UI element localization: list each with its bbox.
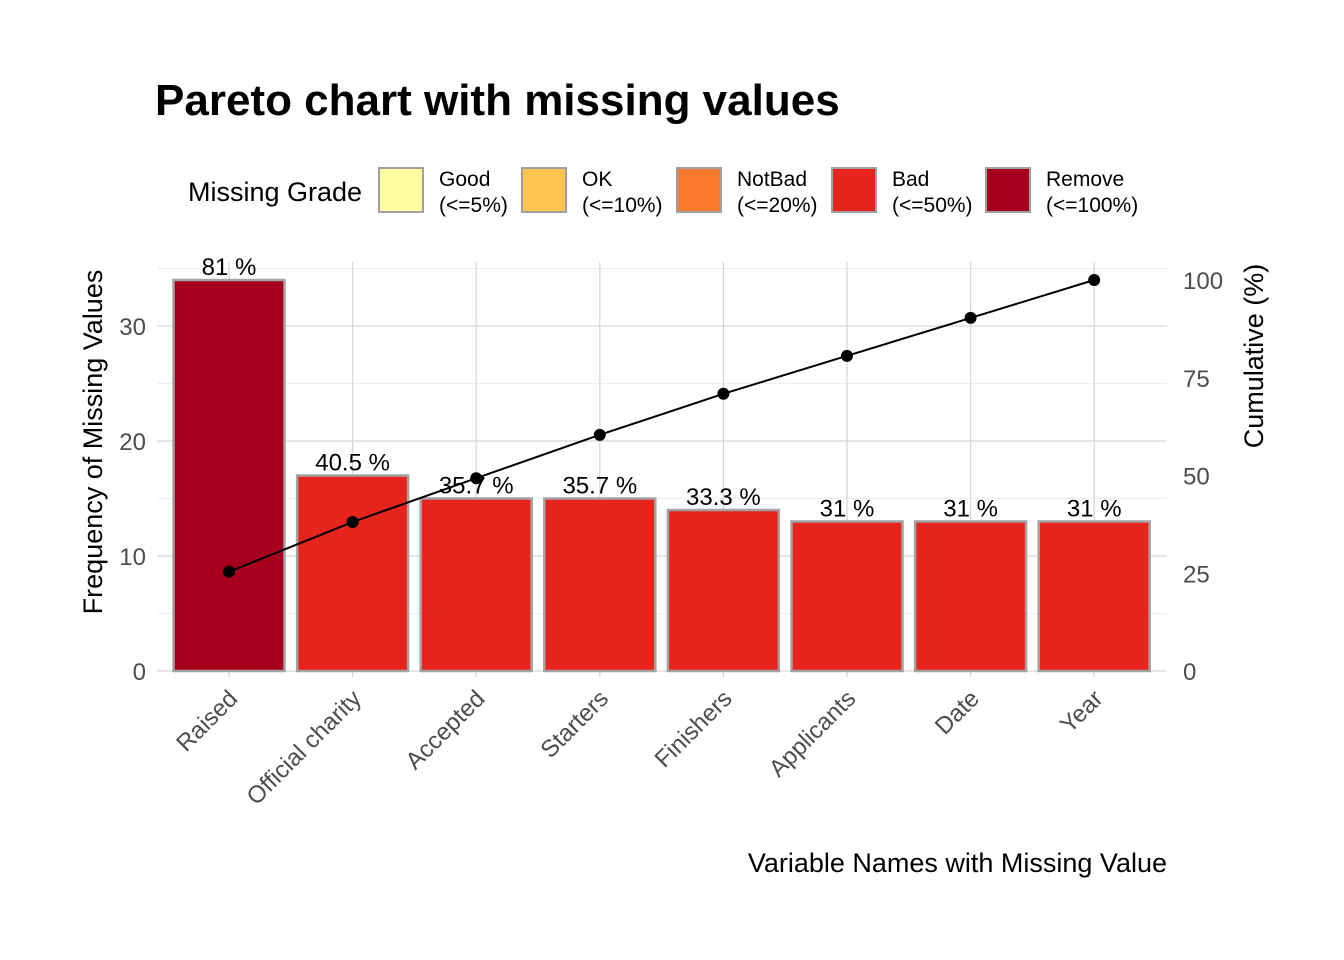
legend-label-good: Good: [439, 168, 490, 191]
legend-range-remove: (<=100%): [1046, 194, 1138, 217]
bars: [172, 278, 1151, 673]
bar-date: [913, 520, 1028, 673]
cumulative-point: [717, 387, 730, 400]
cumulative-point: [470, 472, 483, 485]
legend-range-ok: (<=10%): [582, 194, 663, 217]
y2-tick-label: 75: [1183, 366, 1210, 393]
x-tick-label: Year: [1055, 685, 1108, 738]
bar-applicants: [790, 520, 904, 673]
y2-axis: 0 25 50 75 100: [1183, 268, 1223, 686]
bar-starters: [543, 497, 657, 673]
bar-finishers: [666, 508, 781, 673]
cumulative-line: [228, 279, 1095, 573]
legend-range-good: (<=5%): [439, 194, 508, 217]
y2-tick-label: 100: [1183, 268, 1223, 295]
bar-official-charity: [295, 474, 410, 673]
cumulative-point: [1088, 274, 1101, 286]
y2-tick-label: 25: [1183, 561, 1210, 588]
cumulative-point: [223, 565, 235, 578]
x-tick-label: Starters: [536, 685, 615, 764]
cumulative-point: [593, 428, 606, 441]
bar-percent-label: 31 %: [1067, 496, 1122, 523]
cumulative-point: [841, 349, 853, 362]
legend-label-notbad: NotBad: [737, 168, 807, 191]
legend-swatch-good: [378, 167, 424, 213]
bar-percent-label: 35.7 %: [562, 473, 637, 500]
y-axis-title: Frequency of Missing Values: [78, 270, 108, 615]
bar-raised: [172, 278, 286, 673]
y-tick-label: 30: [119, 314, 146, 341]
x-tick-label: Raised: [171, 685, 243, 757]
cumulative-line-group: [223, 274, 1101, 578]
legend-swatch-ok: [521, 167, 567, 213]
x-tick-label: Date: [930, 685, 985, 740]
x-tick-label: Finishers: [650, 685, 738, 773]
y-tick-label: 0: [133, 659, 146, 686]
legend-range-bad: (<=50%): [892, 194, 973, 217]
legend-swatch-notbad: [676, 167, 722, 213]
legend-title: Missing Grade: [188, 177, 362, 207]
y2-axis-title: Cumulative (%): [1239, 264, 1269, 449]
bar-percent-label: 40.5 %: [315, 450, 390, 477]
legend-label-remove: Remove: [1046, 168, 1124, 191]
bar-percent-label: 33.3 %: [686, 484, 761, 511]
legend-label-ok: OK: [582, 168, 612, 191]
bar-percent-label: 81 %: [202, 254, 257, 281]
y-axis: 0 10 20 30: [119, 314, 146, 686]
y-tick-label: 20: [119, 429, 146, 456]
bar-percent-label: 31 %: [820, 496, 875, 523]
data-labels: 81 %40.5 %35.7 % 35.7 % 33.3 % 31 % 31 % 31 %: [202, 254, 1122, 523]
bar-percent-label: 31 %: [943, 496, 998, 523]
bar-year: [1037, 520, 1151, 673]
chart-title: Pareto chart with missing values: [155, 76, 840, 125]
y2-tick-label: 0: [1183, 659, 1196, 686]
y2-tick-label: 50: [1183, 464, 1210, 491]
y-tick-label: 10: [119, 544, 146, 571]
x-axis-title: Variable Names with Missing Value: [748, 848, 1167, 878]
x-tick-label: Accepted: [401, 685, 491, 775]
legend: Missing Grade Good (<=5%) OK (<=10%) NotBad (…: [188, 167, 1138, 217]
cumulative-point: [964, 311, 977, 324]
bar-accepted: [419, 497, 533, 673]
x-tick-label: Official charity: [241, 685, 366, 810]
x-tick-label: Applicants: [764, 685, 861, 782]
legend-range-notbad: (<=20%): [737, 194, 818, 217]
legend-swatch-bad: [831, 167, 877, 213]
legend-swatch-remove: [985, 167, 1031, 213]
cumulative-point: [346, 516, 359, 529]
legend-label-bad: Bad: [892, 168, 929, 191]
